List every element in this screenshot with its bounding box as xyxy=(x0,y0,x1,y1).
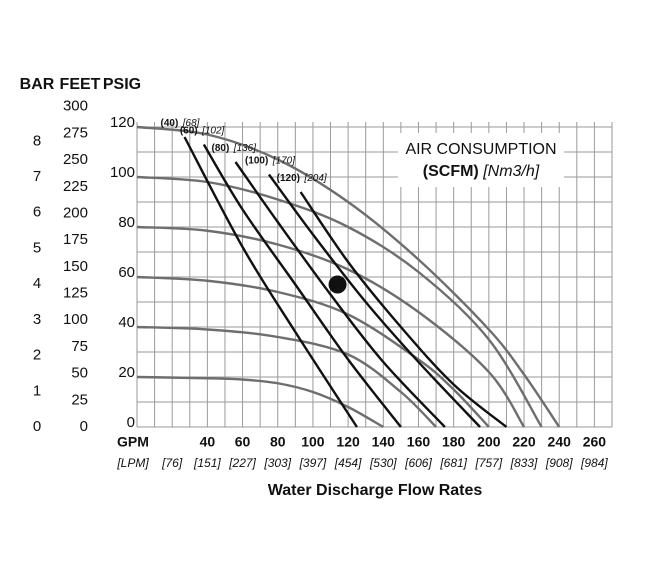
curve-label-scfm: (80) xyxy=(212,143,230,154)
lpm-tick-label: [757] xyxy=(475,456,503,470)
lpm-tick-label: [454] xyxy=(334,456,362,470)
feet-tick-label: 150 xyxy=(63,258,88,275)
bar-tick-label: 6 xyxy=(33,204,41,221)
gpm-label: GPM xyxy=(117,434,149,450)
bar-tick-label: 2 xyxy=(33,347,41,364)
psig-axis-title: PSIG xyxy=(103,76,141,93)
lpm-tick-label: [606] xyxy=(404,456,432,470)
curve-label: (60) [102] xyxy=(180,122,225,139)
curve-label-nm3h: [136] xyxy=(233,143,256,154)
feet-tick-label: 75 xyxy=(71,338,88,355)
x-tick-label: 240 xyxy=(548,434,572,450)
air-consumption-curve xyxy=(267,173,481,428)
x-tick-label: 40 xyxy=(200,434,216,450)
lpm-tick-label: [530] xyxy=(369,456,397,470)
bar-tick-label: 4 xyxy=(33,275,41,292)
curve-label-nm3h: [204] xyxy=(303,173,326,184)
lpm-tick-label: [151] xyxy=(193,456,221,470)
bar-axis-title: BAR xyxy=(20,76,55,93)
air-consumption-curve xyxy=(183,136,358,428)
lpm-tick-label: [76] xyxy=(161,456,183,470)
curves xyxy=(136,125,561,429)
pressure-curve xyxy=(136,125,561,428)
bar-tick-label: 1 xyxy=(33,382,41,399)
bar-tick-label: 3 xyxy=(33,311,41,328)
psig-tick-label: 60 xyxy=(118,264,135,281)
pressure-curve xyxy=(136,375,384,429)
feet-axis-title: FEET xyxy=(60,76,101,93)
psig-tick-label: 100 xyxy=(110,164,135,181)
curve-label: (80) [136] xyxy=(212,139,257,156)
curve-label-nm3h: [170] xyxy=(272,155,295,166)
lpm-tick-label: [984] xyxy=(580,456,608,470)
legend-box xyxy=(398,133,564,187)
psig-tick-label: 20 xyxy=(118,364,135,381)
curve-label-scfm: (40) xyxy=(161,118,179,129)
air-consumption-curve xyxy=(299,191,508,428)
x-tick-label: 60 xyxy=(235,434,251,450)
curve-label-scfm: (100) xyxy=(245,155,268,166)
feet-tick-label: 300 xyxy=(63,98,88,115)
bar-tick-label: 8 xyxy=(33,132,41,149)
psig-tick-label: 120 xyxy=(110,114,135,131)
curve-label: (40) [68] xyxy=(161,114,200,131)
legend-units-nm3h: [Nm3/h] xyxy=(482,163,540,180)
feet-tick-label: 25 xyxy=(71,391,88,408)
legend-title: AIR CONSUMPTION xyxy=(405,141,556,158)
feet-tick-label: 100 xyxy=(63,311,88,328)
legend-units: (SCFM) [Nm3/h] xyxy=(423,163,540,180)
lpm-tick-label: [681] xyxy=(439,456,467,470)
bar-tick-label: 0 xyxy=(33,418,41,435)
curve-label: (100) [170] xyxy=(245,152,295,169)
feet-tick-label: 200 xyxy=(63,204,88,221)
psig-tick-label: 80 xyxy=(118,214,135,231)
curve-label: (120) [204] xyxy=(277,169,327,186)
x-tick-label: 100 xyxy=(301,434,325,450)
lpm-tick-label: [908] xyxy=(545,456,573,470)
operating-point xyxy=(328,275,347,294)
x-tick-label: 160 xyxy=(407,434,431,450)
x-axis-title: Water Discharge Flow Rates xyxy=(268,482,483,499)
psig-tick-label: 40 xyxy=(118,314,135,331)
feet-tick-label: 175 xyxy=(63,231,88,248)
curve-label-scfm: (120) xyxy=(277,173,300,184)
feet-tick-label: 250 xyxy=(63,151,88,168)
feet-tick-label: 275 xyxy=(63,124,88,141)
x-tick-label: 140 xyxy=(372,434,396,450)
lpm-tick-label: [397] xyxy=(299,456,327,470)
feet-tick-label: 225 xyxy=(63,178,88,195)
pressure-curve xyxy=(136,325,437,428)
x-tick-label: 180 xyxy=(442,434,466,450)
x-tick-label: 260 xyxy=(583,434,607,450)
lpm-tick-label: [227] xyxy=(228,456,256,470)
feet-tick-label: 125 xyxy=(63,285,88,302)
pressure-curve xyxy=(136,275,490,428)
pressure-curve xyxy=(136,225,526,428)
x-tick-label: 200 xyxy=(477,434,501,450)
bar-tick-label: 7 xyxy=(33,168,41,185)
air-consumption-curve xyxy=(202,143,402,428)
lpm-tick-label: [833] xyxy=(510,456,538,470)
curve-label-nm3h: [68] xyxy=(182,118,200,129)
lpm-tick-label: [303] xyxy=(263,456,291,470)
curve-label-nm3h: [102] xyxy=(201,125,224,136)
curve-label-scfm: (60) xyxy=(180,125,198,136)
psig-tick-label: 0 xyxy=(127,414,135,431)
x-tick-label: 220 xyxy=(512,434,536,450)
feet-tick-label: 50 xyxy=(71,365,88,382)
x-tick-label: 120 xyxy=(336,434,360,450)
bar-tick-label: 5 xyxy=(33,239,41,256)
legend-units-scfm: (SCFM) xyxy=(423,163,479,180)
x-tick-label: 80 xyxy=(270,434,286,450)
lpm-label: [LPM] xyxy=(116,456,149,470)
air-consumption-curve xyxy=(234,161,446,428)
feet-tick-label: 0 xyxy=(80,418,88,435)
